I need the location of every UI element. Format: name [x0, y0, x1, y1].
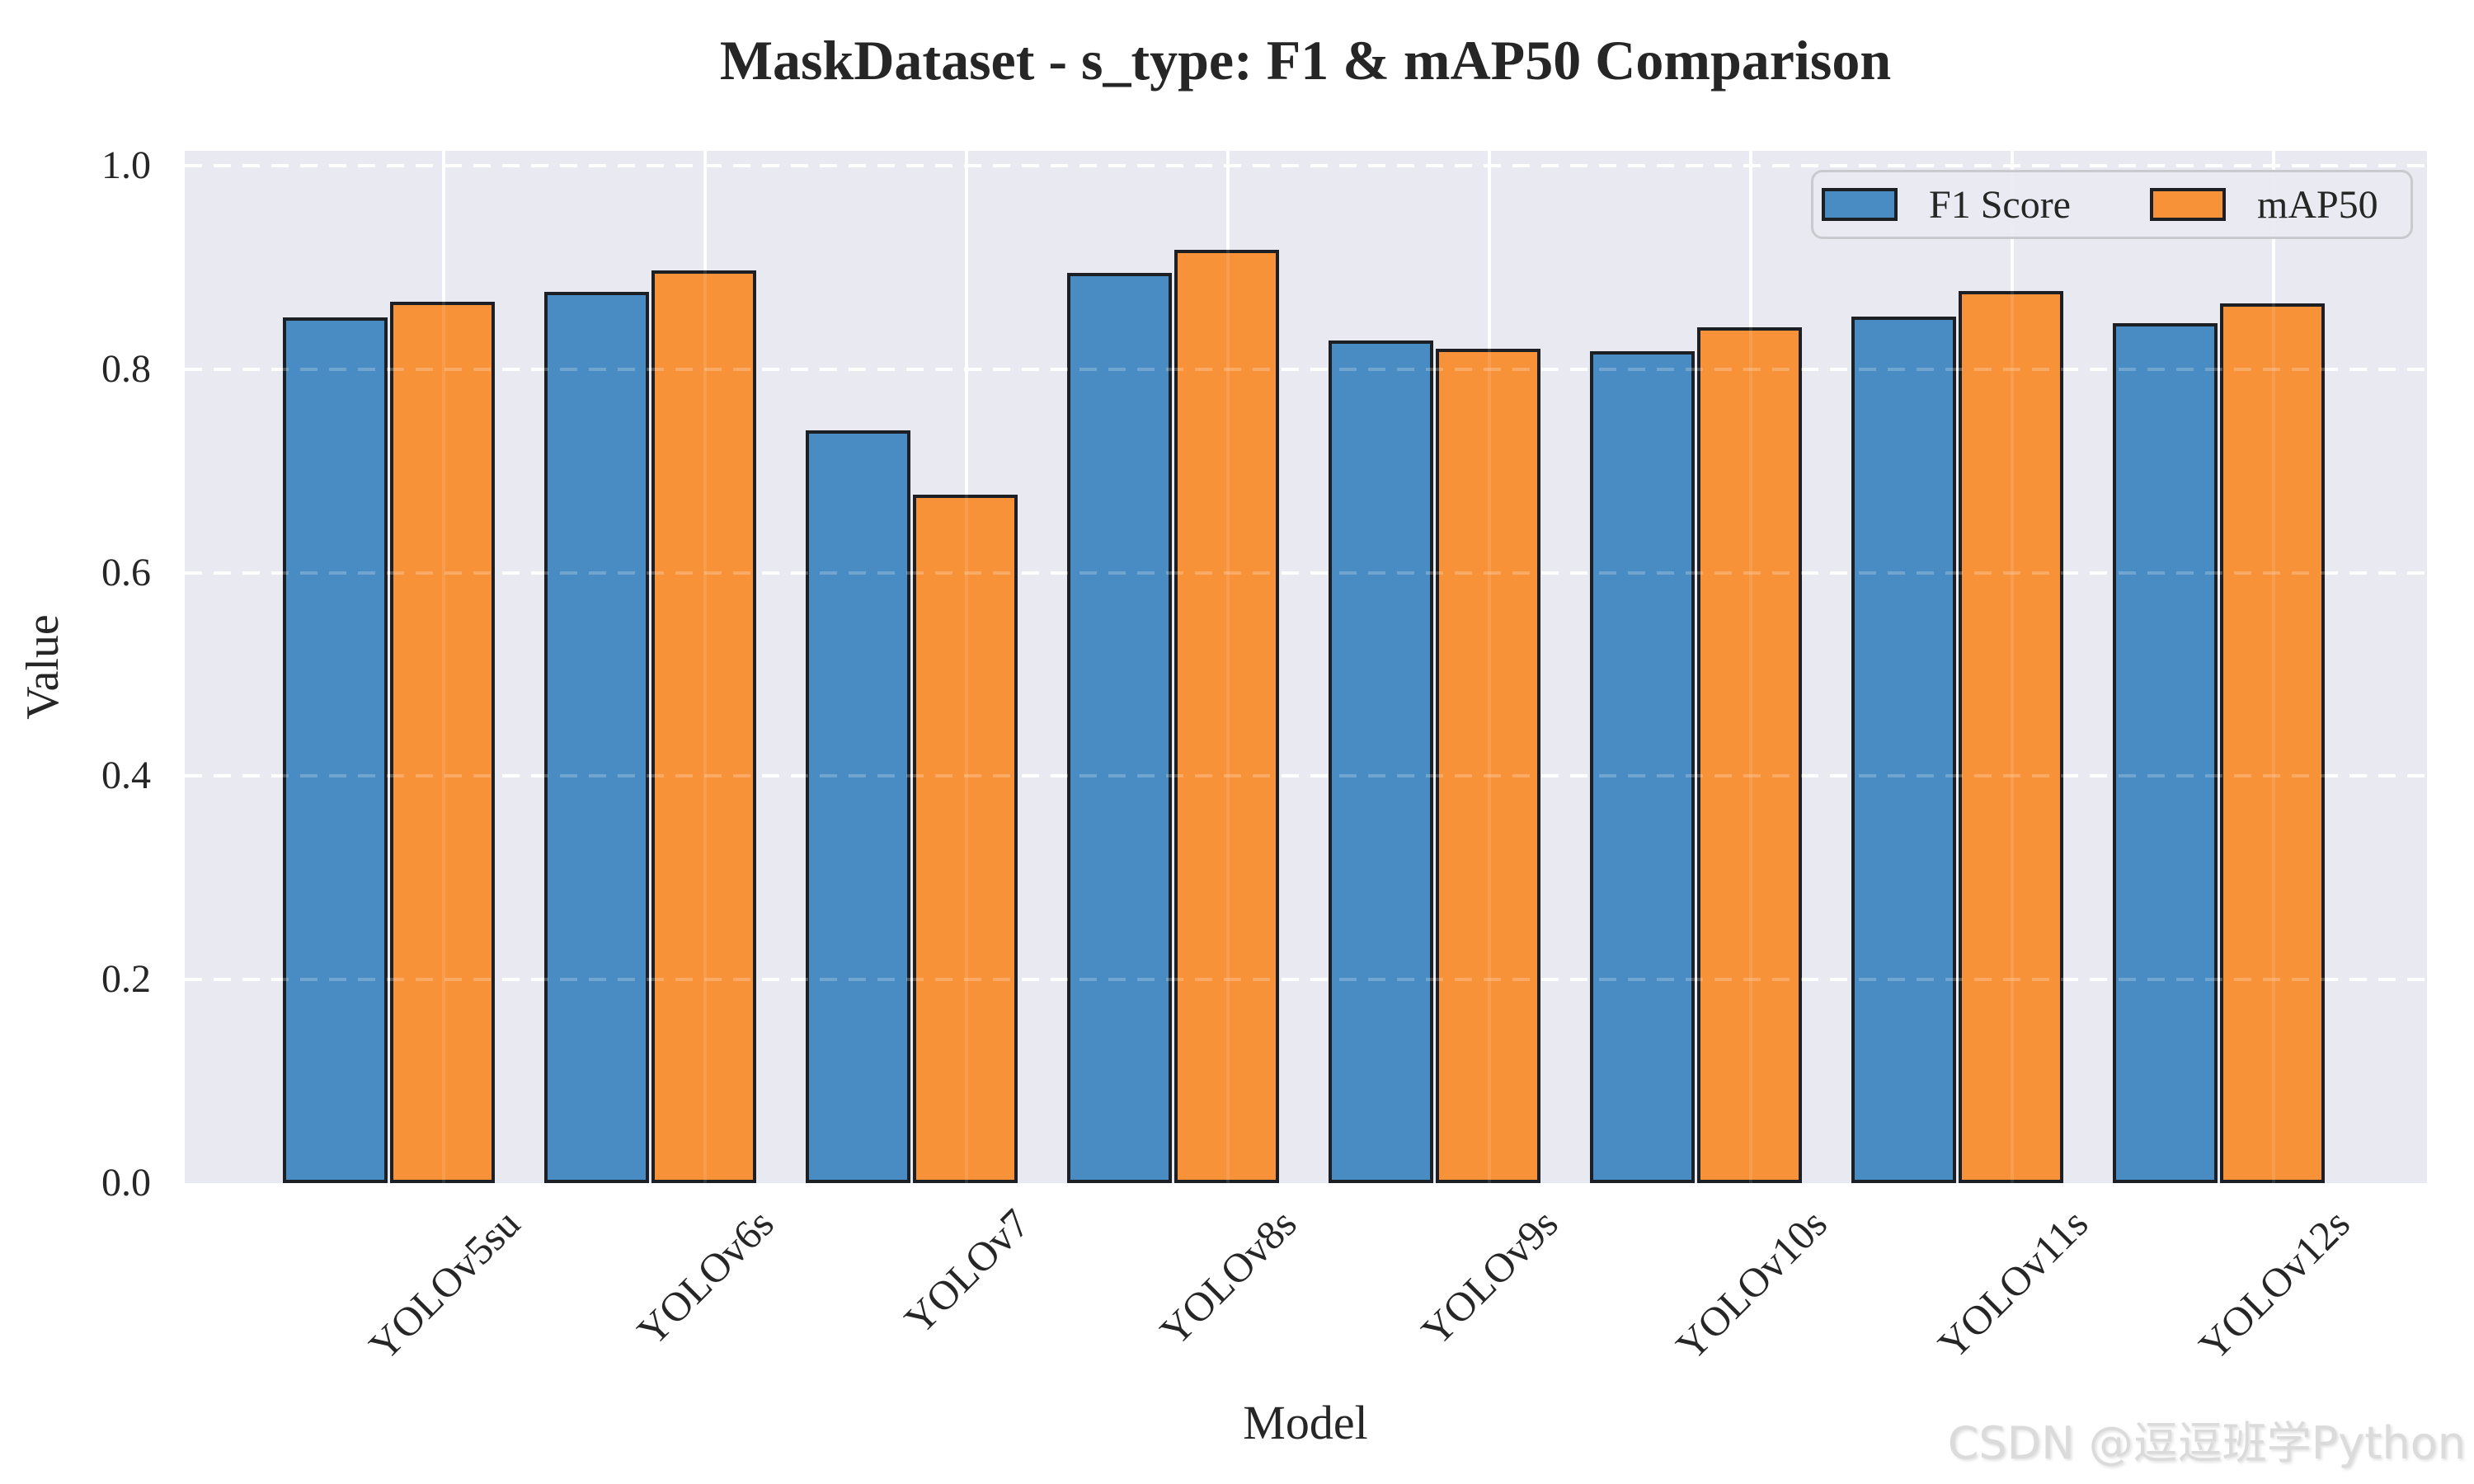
horizontal-gridline — [185, 978, 2427, 982]
bar-f1-YOLOv10s — [1590, 351, 1695, 1183]
x-tick-label: YOLOv9s — [1412, 1200, 1567, 1355]
y-tick-label: 0.6 — [101, 550, 151, 594]
plot-area — [185, 151, 2427, 1183]
bar-f1-YOLOv12s — [2113, 323, 2218, 1183]
y-axis-label: Value — [16, 614, 68, 720]
bar-f1-YOLOv5su — [283, 317, 388, 1183]
legend: F1 Score mAP50 — [1811, 170, 2413, 239]
horizontal-gridline — [185, 164, 2427, 167]
x-axis-label: Model — [1243, 1396, 1368, 1449]
y-tick-label: 0.4 — [101, 754, 151, 798]
y-tick-label: 1.0 — [101, 143, 151, 187]
x-tick-label: YOLOv10s — [1667, 1200, 1836, 1369]
bar-f1-YOLOv6s — [544, 292, 649, 1183]
legend-item-map50: mAP50 — [2149, 182, 2378, 228]
bar-f1-YOLOv9s — [1329, 340, 1433, 1183]
x-tick-label: YOLOv8s — [1150, 1200, 1305, 1355]
f1-score-swatch-icon — [1822, 188, 1898, 221]
x-tick-label: YOLOv7 — [895, 1200, 1039, 1343]
bar-map50-YOLOv11s — [1959, 291, 2063, 1183]
horizontal-gridline — [185, 571, 2427, 575]
x-tick-label: YOLOv11s — [1929, 1200, 2097, 1368]
bar-map50-YOLOv12s — [2220, 303, 2325, 1183]
map50-swatch-icon — [2149, 188, 2226, 221]
bar-map50-YOLOv9s — [1436, 349, 1540, 1183]
bar-map50-YOLOv7 — [913, 495, 1018, 1183]
legend-label-f1-score: F1 Score — [1929, 182, 2071, 227]
horizontal-gridline — [185, 367, 2427, 371]
x-tick-label: YOLOv12s — [2189, 1200, 2359, 1369]
bar-map50-YOLOv10s — [1697, 327, 1802, 1183]
chart-title: MaskDataset - s_type: F1 & mAP50 Compari… — [719, 29, 1892, 92]
x-tick-label: YOLOv6s — [628, 1200, 783, 1355]
bar-layer — [185, 151, 2427, 1183]
bar-f1-YOLOv11s — [1851, 317, 1956, 1183]
watermark: CSDN @逗逗班学Python — [1947, 1417, 2466, 1469]
horizontal-gridline — [185, 774, 2427, 778]
bar-map50-YOLOv5su — [390, 302, 495, 1183]
x-tick-label: YOLOv5su — [360, 1200, 529, 1369]
bar-map50-YOLOv6s — [651, 270, 756, 1183]
y-tick-label: 0.8 — [101, 346, 151, 391]
bar-f1-YOLOv7 — [806, 430, 910, 1183]
y-tick-label: 0.2 — [101, 957, 151, 1002]
legend-item-f1-score: F1 Score — [1822, 182, 2071, 228]
legend-label-map50: mAP50 — [2256, 182, 2378, 227]
bar-map50-YOLOv8s — [1174, 250, 1279, 1183]
bar-f1-YOLOv8s — [1067, 273, 1172, 1183]
y-tick-label: 0.0 — [101, 1161, 151, 1205]
